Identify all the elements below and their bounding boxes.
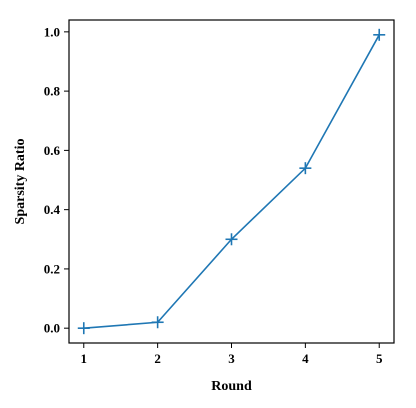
x-axis-ticks: 1 2 3 4 5 xyxy=(81,343,383,366)
y-tick-label: 0.8 xyxy=(44,84,61,99)
x-tick-label: 5 xyxy=(376,351,383,366)
data-point-marker xyxy=(151,316,164,329)
data-point-marker xyxy=(77,322,90,335)
y-tick-label: 0.0 xyxy=(44,321,60,336)
data-point-marker xyxy=(225,233,238,246)
x-tick-label: 1 xyxy=(81,351,88,366)
series-line xyxy=(83,34,380,329)
y-tick-label: 1.0 xyxy=(44,24,60,39)
series-layer xyxy=(77,28,386,335)
data-point-marker xyxy=(373,28,386,41)
x-tick-label: 4 xyxy=(302,351,309,366)
data-point-marker xyxy=(299,162,312,175)
plot-area xyxy=(68,19,395,344)
y-tick-label: 0.4 xyxy=(44,202,61,217)
axes-frame xyxy=(68,19,395,344)
x-axis-label: Round xyxy=(211,379,252,394)
y-axis-label: Sparsity Ratio xyxy=(13,139,28,225)
x-tick-label: 3 xyxy=(228,351,235,366)
x-tick-label: 2 xyxy=(154,351,161,366)
y-axis-ticks: 0.0 0.2 0.4 0.6 0.8 1.0 xyxy=(44,24,69,336)
y-tick-label: 0.6 xyxy=(44,143,61,158)
y-tick-label: 0.2 xyxy=(44,261,60,276)
